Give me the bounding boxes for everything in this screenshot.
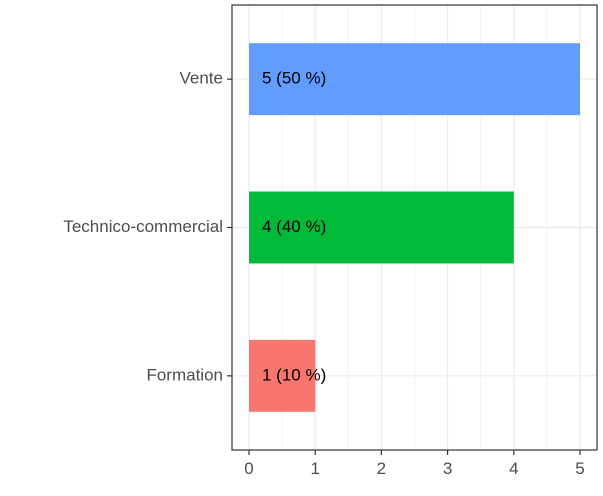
bar-data-label: 4 (40 %) [262,217,326,236]
x-tick-label: 4 [509,459,518,478]
y-axis: Vente Technico-commercial Formation [63,69,232,384]
y-tick-label: Technico-commercial [63,217,223,236]
x-tick-label: 1 [310,459,319,478]
x-tick-label: 2 [377,459,386,478]
bar-data-label: 1 (10 %) [262,365,326,384]
x-tick-label: 3 [443,459,452,478]
bar-data-label: 5 (50 %) [262,69,326,88]
bar [249,43,580,116]
bar [249,191,514,264]
x-tick-label: 5 [575,459,584,478]
bar [249,339,316,412]
y-tick-label: Formation [146,365,223,384]
bars [249,43,580,412]
y-tick-label: Vente [180,69,224,88]
x-tick-label: 0 [244,459,253,478]
x-axis: 0 1 2 3 4 5 [244,450,585,478]
bar-labels: 5 (50 %) 4 (40 %) 1 (10 %) [262,69,326,385]
